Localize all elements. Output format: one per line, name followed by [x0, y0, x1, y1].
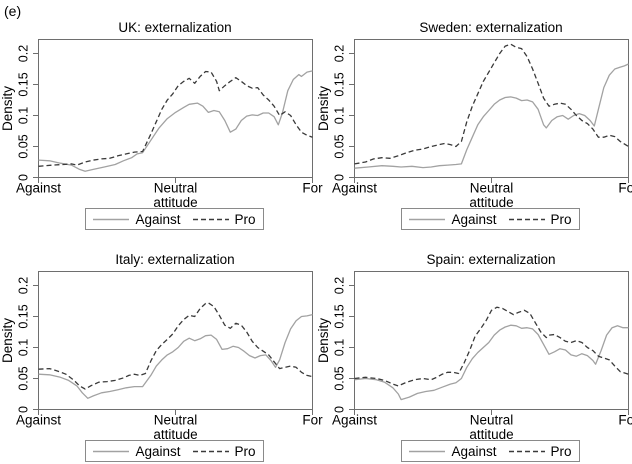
pro-density-line — [354, 43, 629, 165]
legend-label-against: Against — [451, 443, 497, 459]
legend-label-against: Against — [135, 211, 181, 227]
legend-label-against: Against — [451, 211, 497, 227]
x-tick-label: For — [302, 181, 323, 196]
against-solid-line-key-icon — [93, 218, 130, 220]
x-tick-label: For — [618, 413, 632, 428]
y-tick-label: 0.2 — [333, 277, 347, 294]
density-plot: 0 0.05 0.1 0.15 0.2 Against Neutral For attitude… — [316, 271, 632, 442]
y-tick-label: 0.05 — [333, 134, 347, 158]
pro-dashed-line-key-icon — [508, 450, 545, 452]
x-axis-title: attitude — [153, 427, 197, 442]
y-tick-label: 0.2 — [17, 277, 31, 294]
y-axis-title: Density — [0, 86, 15, 131]
density-plot: 0 0.05 0.1 0.15 0.2 Against Neutral For attitude… — [0, 271, 323, 442]
y-tick-label: 0.2 — [17, 45, 31, 62]
y-tick-label: 0.05 — [17, 366, 31, 390]
panel-sweden-externalization: Sweden: externalization 0 0.05 0.1 0.15 0.2 A… — [316, 0, 632, 232]
legend-label-against: Against — [135, 443, 181, 459]
y-tick-label: 0.15 — [17, 304, 31, 328]
x-tick-label: For — [618, 181, 632, 196]
legend-label-pro: Pro — [234, 443, 256, 459]
pro-density-line — [38, 70, 313, 167]
pro-density-line — [354, 306, 629, 387]
against-density-line — [38, 70, 313, 172]
y-tick-label: 0.15 — [333, 304, 347, 328]
density-plot: 0 0.05 0.1 0.15 0.2 Against Neutral For attitude… — [316, 39, 632, 210]
legend: Against Pro — [401, 440, 580, 462]
x-tick-label: For — [302, 413, 323, 428]
against-density-line — [354, 324, 629, 401]
panel-spain-externalization: Spain: externalization 0 0.05 0.1 0.15 0.2 Ag… — [316, 232, 632, 464]
x-tick-label: Against — [332, 181, 377, 196]
pro-dashed-line-key-icon — [192, 450, 229, 452]
panel-title: Spain: externalization — [426, 252, 556, 267]
legend-label-pro: Pro — [234, 211, 256, 227]
y-tick-label: 0 — [17, 174, 31, 181]
legend-label-pro: Pro — [550, 211, 572, 227]
legend: Against Pro — [85, 208, 264, 230]
panel-title: Sweden: externalization — [419, 20, 563, 35]
x-tick-label: Against — [332, 413, 377, 428]
against-solid-line-key-icon — [93, 450, 130, 452]
panel-italy-externalization: Italy: externalization 0 0.05 0.1 0.15 0.2 Ag… — [0, 232, 323, 464]
plot-border — [38, 39, 313, 178]
pro-density-line — [38, 302, 313, 390]
y-tick-label: 0.05 — [17, 134, 31, 158]
pro-dashed-line-key-icon — [192, 218, 229, 220]
against-density-line — [354, 63, 629, 169]
x-tick-label: Against — [16, 413, 61, 428]
panel-title: UK: externalization — [118, 20, 232, 35]
x-tick-label: Neutral — [154, 413, 198, 428]
panel-uk-externalization: UK: externalization 0 0.05 0.1 0.15 0.2 Again… — [0, 0, 323, 232]
against-density-line — [38, 313, 313, 399]
y-tick-label: 0.2 — [333, 45, 347, 62]
y-tick-label: 0 — [333, 406, 347, 413]
x-tick-label: Neutral — [470, 413, 514, 428]
x-axis-title: attitude — [153, 195, 197, 210]
against-solid-line-key-icon — [409, 450, 446, 452]
x-axis-title: attitude — [469, 195, 513, 210]
legend: Against Pro — [401, 208, 580, 230]
y-axis-title: Density — [0, 318, 15, 363]
y-tick-label: 0.15 — [17, 72, 31, 96]
y-axis-title: Density — [316, 86, 331, 131]
x-tick-label: Neutral — [470, 181, 514, 196]
figure-label: (e) — [4, 3, 22, 19]
legend: Against Pro — [85, 440, 264, 462]
density-plot: 0 0.05 0.1 0.15 0.2 Against Neutral For attitude… — [0, 39, 323, 210]
y-tick-label: 0.1 — [333, 107, 347, 124]
against-solid-line-key-icon — [409, 218, 446, 220]
x-tick-label: Against — [16, 181, 61, 196]
y-tick-label: 0.1 — [17, 339, 31, 356]
y-tick-label: 0.05 — [333, 366, 347, 390]
y-tick-label: 0.1 — [17, 107, 31, 124]
plot-border — [354, 271, 629, 410]
y-tick-label: 0.1 — [333, 339, 347, 356]
y-tick-label: 0 — [333, 174, 347, 181]
x-axis-title: attitude — [469, 427, 513, 442]
x-tick-label: Neutral — [154, 181, 198, 196]
y-tick-label: 0.15 — [333, 72, 347, 96]
legend-label-pro: Pro — [550, 443, 572, 459]
pro-dashed-line-key-icon — [508, 218, 545, 220]
y-tick-label: 0 — [17, 406, 31, 413]
panel-title: Italy: externalization — [115, 252, 235, 267]
y-axis-title: Density — [316, 318, 331, 363]
